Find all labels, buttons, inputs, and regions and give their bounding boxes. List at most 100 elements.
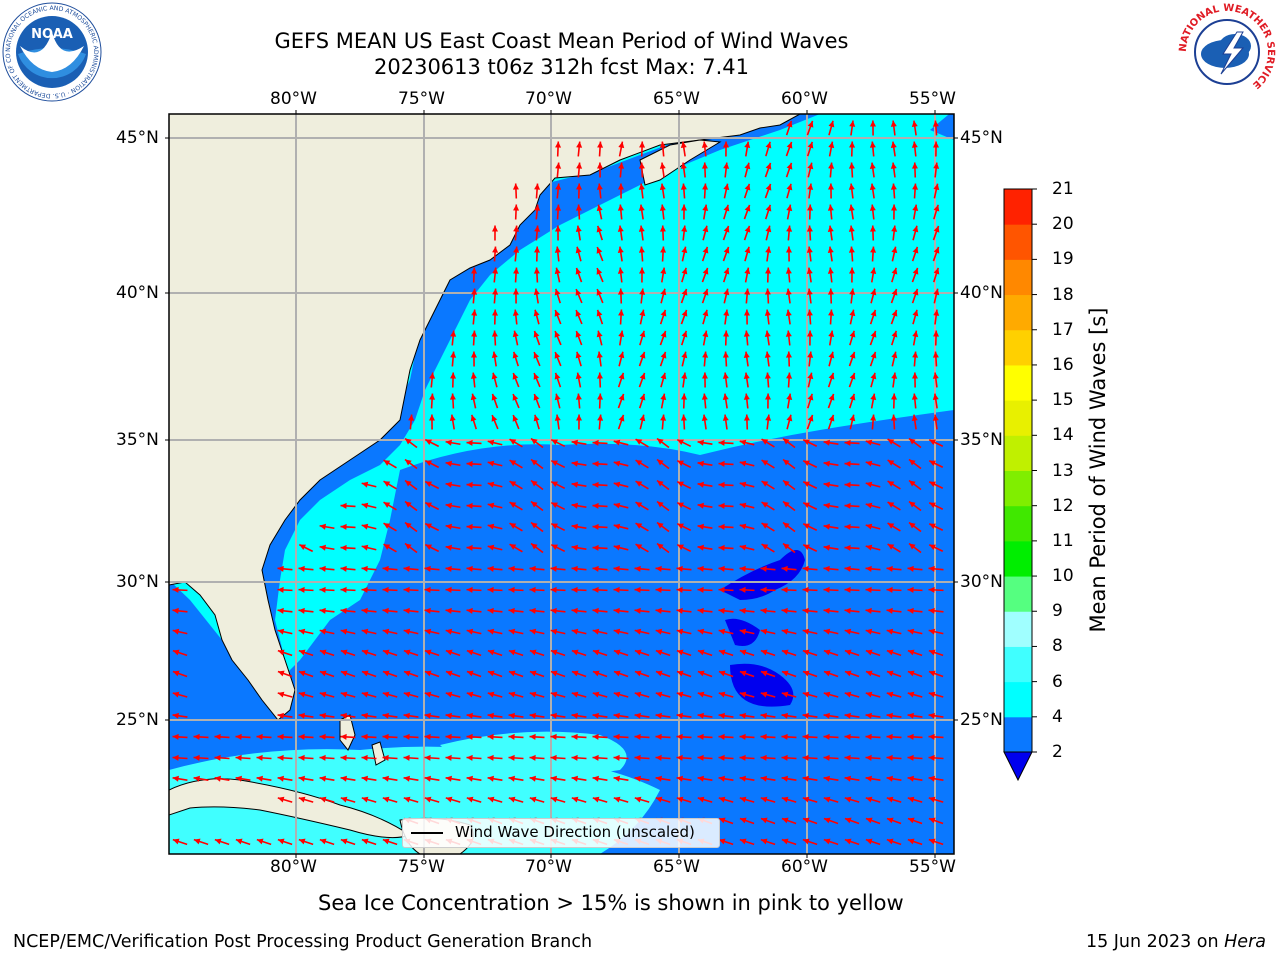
wind-arrow: [361, 481, 377, 488]
wind-arrow: [512, 288, 519, 304]
wind-arrow: [806, 120, 814, 136]
wind-arrow: [571, 586, 587, 593]
wind-arrow: [319, 565, 335, 572]
wind-arrow: [571, 670, 587, 678]
wind-arrow: [848, 393, 856, 409]
wind-arrow: [492, 267, 499, 283]
wind-arrow: [701, 393, 708, 409]
wind-arrow: [907, 817, 923, 825]
wind-arrow: [697, 481, 713, 488]
wind-arrow: [676, 670, 692, 678]
wind-arrow: [656, 437, 670, 449]
wind-arrow: [487, 565, 503, 572]
wind-arrow: [739, 544, 755, 551]
wind-arrow: [638, 183, 645, 199]
lon-label-bottom: 55°W: [909, 857, 956, 877]
wind-arrow: [912, 183, 919, 199]
wind-arrow: [655, 754, 671, 761]
wind-arrow: [739, 523, 755, 530]
wind-arrow: [827, 414, 835, 430]
wind-arrow: [723, 183, 730, 199]
wind-arrow: [172, 712, 188, 719]
wind-arrow: [848, 183, 855, 199]
wind-arrow: [806, 141, 814, 157]
wind-arrow: [844, 712, 860, 719]
wind-arrow: [424, 712, 440, 719]
wind-arrow: [828, 162, 835, 178]
wind-arrow: [869, 183, 876, 199]
wind-arrow: [928, 670, 944, 678]
wind-arrow: [869, 120, 876, 136]
wind-arrow: [911, 141, 918, 157]
wind-arrow: [298, 649, 314, 657]
wind-arrow: [718, 523, 734, 530]
wind-arrow: [659, 225, 666, 241]
wind-arrow: [450, 351, 457, 367]
wind-direction-arrows: [172, 120, 944, 846]
wind-arrow: [445, 712, 461, 719]
wind-arrow: [697, 607, 713, 614]
wind-arrow: [933, 162, 940, 178]
wind-arrow: [508, 733, 524, 740]
wind-arrow: [760, 649, 776, 657]
wind-arrow: [403, 670, 419, 678]
wind-arrow: [802, 502, 818, 510]
wind-arrow: [701, 414, 708, 430]
wind-arrow: [361, 628, 377, 635]
wind-arrow: [492, 246, 499, 262]
wind-arrow: [235, 775, 251, 782]
wind-arrow: [571, 628, 587, 635]
wind-arrow: [424, 733, 440, 740]
wind-arrow: [764, 372, 771, 388]
wind-arrow: [739, 439, 755, 446]
wind-arrow: [781, 775, 797, 782]
wind-arrow: [491, 372, 498, 388]
wind-arrow: [655, 796, 671, 803]
wind-arrow: [530, 479, 544, 491]
wind-arrow: [764, 330, 771, 346]
wind-arrow: [908, 437, 922, 449]
lon-label-bottom: 60°W: [781, 857, 828, 877]
wind-arrow: [554, 330, 562, 346]
wind-arrow: [802, 649, 818, 657]
wind-arrow: [802, 439, 818, 447]
wind-arrow: [298, 543, 314, 553]
wind-arrow: [844, 628, 860, 635]
wind-arrow: [659, 351, 667, 367]
wind-arrow: [193, 733, 209, 740]
wind-arrow: [382, 565, 398, 572]
wind-arrow: [891, 267, 898, 283]
wind-arrow: [445, 754, 461, 761]
wind-arrow: [613, 649, 629, 657]
wind-arrow: [891, 351, 898, 367]
wind-arrow: [382, 754, 398, 761]
wind-arrow: [806, 309, 813, 325]
wind-arrow: [383, 480, 397, 490]
footer-date: 15 Jun 2023 on: [1085, 932, 1225, 952]
wind-arrow: [319, 607, 335, 614]
wind-arrow: [445, 460, 461, 467]
wind-arrow: [802, 628, 818, 635]
wind-arrow: [529, 733, 545, 740]
wind-arrow: [806, 225, 813, 241]
lon-label-top: 60°W: [781, 89, 828, 109]
wind-arrow: [743, 414, 750, 430]
colorbar-tick-label: 8: [1052, 636, 1063, 657]
wind-arrow: [597, 393, 604, 409]
wind-arrow: [870, 267, 877, 283]
wind-arrow: [424, 796, 440, 803]
wind-arrow: [634, 607, 650, 614]
wind-arrow: [492, 288, 499, 304]
wind-arrow: [870, 393, 877, 409]
wind-arrow: [891, 372, 898, 388]
wind-arrow: [928, 523, 944, 531]
wind-arrow: [869, 162, 876, 178]
wind-arrow: [445, 502, 461, 509]
wind-arrow: [466, 565, 482, 572]
wind-arrow: [424, 522, 440, 532]
wind-arrow: [781, 607, 797, 614]
wind-arrow: [508, 754, 524, 761]
wind-arrow: [618, 330, 625, 346]
footer-host: Hera: [1224, 932, 1266, 952]
wind-arrow: [424, 670, 440, 678]
